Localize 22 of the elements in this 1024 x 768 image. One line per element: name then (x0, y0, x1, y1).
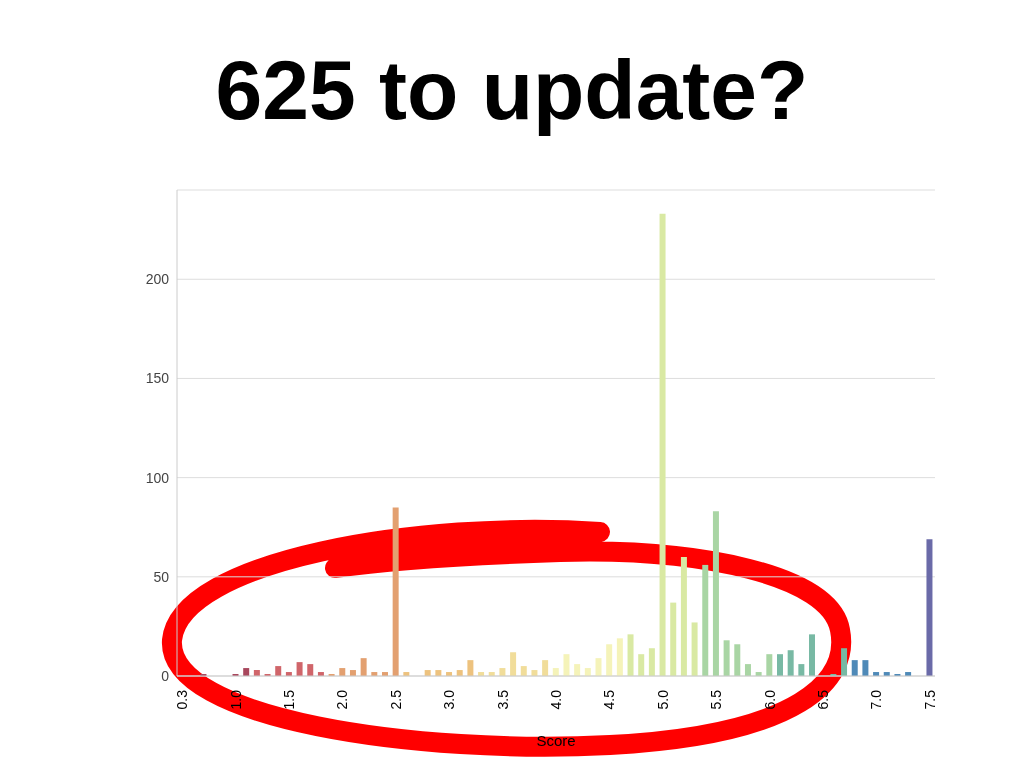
y-tick-label: 50 (153, 568, 170, 585)
y-tick-label: 100 (145, 469, 170, 486)
x-axis-title: Score (536, 732, 576, 749)
x-tick-label: 4.0 (548, 689, 564, 710)
x-tick-label: 4.5 (601, 689, 618, 710)
x-tick-label: 7.5 (921, 689, 938, 710)
y-tick-label: 150 (145, 370, 170, 387)
chart-title: 625 to update? (214, 42, 810, 139)
x-tick-label: 0.3 (174, 689, 191, 710)
x-tick-label: 2.5 (387, 689, 404, 710)
x-tick-label: 1.5 (281, 689, 298, 710)
x-tick-label: 7.0 (868, 689, 885, 710)
y-tick-label: 0 (161, 667, 170, 684)
x-tick-label: 2.0 (334, 689, 351, 710)
x-tick-label: 6.0 (761, 689, 778, 710)
x-tick-label: 3.5 (494, 689, 511, 710)
x-tick-label: 1.0 (227, 689, 244, 710)
x-tick-label: 5.0 (654, 689, 671, 710)
x-tick-label: 5.5 (708, 689, 725, 710)
y-tick-label: 200 (145, 271, 170, 288)
x-tick-label: 3.0 (441, 689, 458, 710)
x-tick-label: 6.5 (814, 689, 831, 710)
